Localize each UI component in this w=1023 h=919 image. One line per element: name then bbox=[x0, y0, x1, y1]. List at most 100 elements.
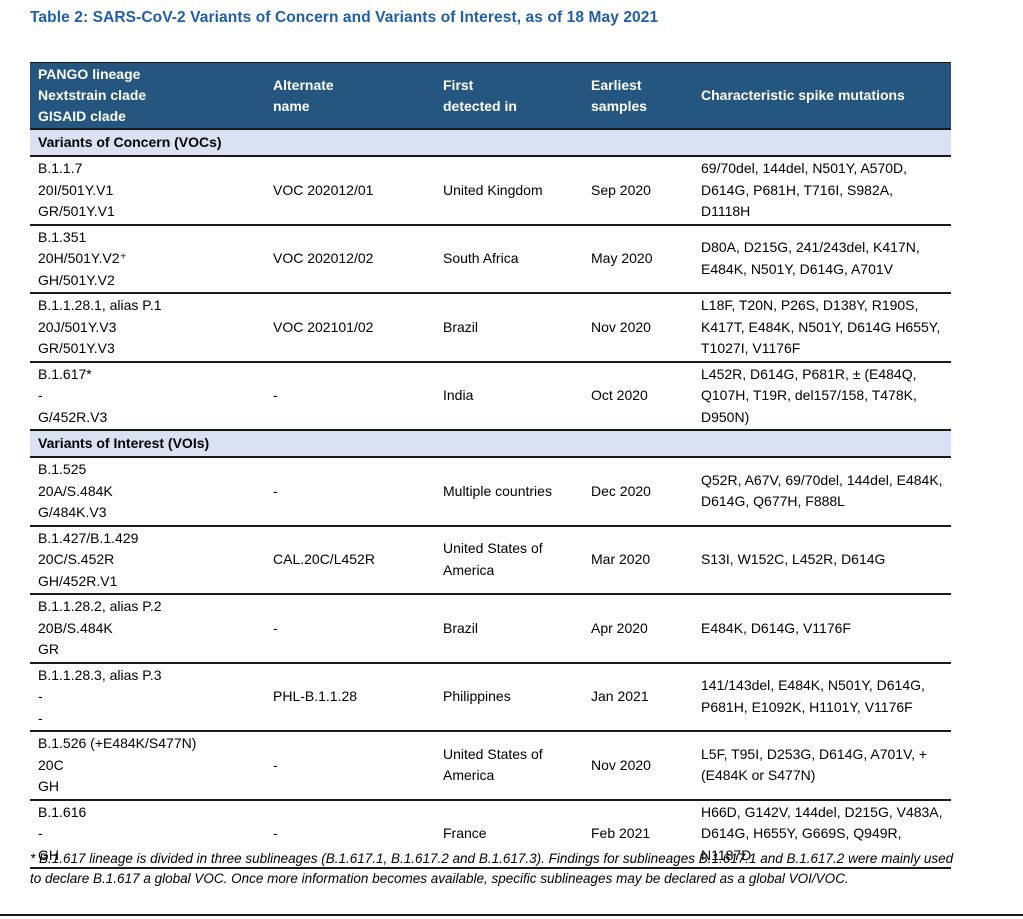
table-row: B.1.1.28.1, alias P.1 20J/501Y.V3 GR/501… bbox=[30, 293, 951, 363]
cell-alternate-name: - bbox=[265, 361, 435, 431]
cell-earliest-samples: Mar 2020 bbox=[583, 525, 693, 595]
table-row: B.1.1.28.2, alias P.2 20B/S.484K GR - Br… bbox=[30, 594, 951, 664]
table-row: B.1.1.28.3, alias P.3 - - PHL-B.1.1.28 P… bbox=[30, 662, 951, 732]
cell-lineage: B.1.1.7 20I/501Y.V1 GR/501Y.V1 bbox=[30, 156, 265, 226]
header-detected-line2: detected in bbox=[443, 97, 517, 114]
cell-spike-mutations: E484K, D614G, V1176F bbox=[693, 594, 951, 664]
column-header-spike-mutations: Characteristic spike mutations bbox=[693, 62, 951, 130]
gisaid-clade: G/484K.V3 bbox=[38, 504, 107, 520]
cell-first-detected: Philippines bbox=[435, 662, 583, 732]
cell-alternate-name: - bbox=[265, 799, 435, 869]
cell-spike-mutations: H66D, G142V, 144del, D215G, V483A, D614G… bbox=[693, 799, 951, 869]
cell-earliest-samples: Dec 2020 bbox=[583, 457, 693, 527]
pango-lineage: B.1.616 bbox=[38, 803, 87, 820]
cell-alternate-name: VOC 202012/01 bbox=[265, 156, 435, 226]
gisaid-clade: GR bbox=[38, 641, 59, 657]
cell-first-detected: United Kingdom bbox=[435, 156, 583, 226]
nextstrain-clade: 20I/501Y.V1 bbox=[38, 181, 114, 198]
cell-spike-mutations: Q52R, A67V, 69/70del, 144del, E484K, D61… bbox=[693, 457, 951, 527]
gisaid-clade: GH/452R.V1 bbox=[38, 572, 118, 589]
cell-spike-mutations: S13I, W152C, L452R, D614G bbox=[693, 525, 951, 595]
cell-first-detected: United States of America bbox=[435, 731, 583, 801]
cell-first-detected: Brazil bbox=[435, 594, 583, 664]
cell-earliest-samples: May 2020 bbox=[583, 224, 693, 294]
cell-spike-mutations: L5F, T95I, D253G, D614G, A701V, + (E484K… bbox=[693, 731, 951, 801]
nextstrain-clade: 20J/501Y.V3 bbox=[38, 318, 117, 335]
header-lineage-line3: GISAID clade bbox=[38, 108, 126, 124]
cell-earliest-samples: Nov 2020 bbox=[583, 293, 693, 363]
gisaid-clade: GH/501Y.V2 bbox=[38, 271, 115, 288]
table-row: B.1.1.7 20I/501Y.V1 GR/501Y.V1 VOC 20201… bbox=[30, 156, 951, 226]
cell-alternate-name: VOC 202012/02 bbox=[265, 224, 435, 294]
column-header-lineage: PANGO lineage Nextstrain clade GISAID cl… bbox=[30, 62, 265, 130]
cell-earliest-samples: Oct 2020 bbox=[583, 361, 693, 431]
cell-lineage: B.1.427/B.1.429 20C/S.452R GH/452R.V1 bbox=[30, 525, 265, 595]
header-earliest-line1: Earliest bbox=[591, 76, 642, 93]
bottom-divider bbox=[0, 914, 1023, 916]
table-row: B.1.351 20H/501Y.V2⁺ GH/501Y.V2 VOC 2020… bbox=[30, 224, 951, 294]
table-row: B.1.427/B.1.429 20C/S.452R GH/452R.V1 CA… bbox=[30, 525, 951, 595]
cell-alternate-name: PHL-B.1.1.28 bbox=[265, 662, 435, 732]
pango-lineage: B.1.1.28.3, alias P.3 bbox=[38, 666, 162, 683]
gisaid-clade: GH bbox=[38, 846, 59, 863]
header-detected-line1: First bbox=[443, 76, 474, 93]
gisaid-clade: GR/501Y.V3 bbox=[38, 340, 115, 356]
cell-alternate-name: - bbox=[265, 457, 435, 527]
cell-earliest-samples: Feb 2021 bbox=[583, 799, 693, 869]
cell-first-detected: India bbox=[435, 361, 583, 431]
variants-table: PANGO lineage Nextstrain clade GISAID cl… bbox=[30, 62, 951, 869]
nextstrain-clade: 20C/S.452R bbox=[38, 551, 115, 567]
pango-lineage: B.1.617* bbox=[38, 365, 92, 382]
header-alternate-line2: name bbox=[273, 97, 310, 114]
footnote: * B.1.617 lineage is divided in three su… bbox=[30, 851, 954, 886]
header-lineage-line2: Nextstrain clade bbox=[38, 87, 147, 103]
table-row: B.1.526 (+E484K/S477N) 20C GH - United S… bbox=[30, 731, 951, 801]
header-alternate-line1: Alternate bbox=[273, 76, 334, 93]
cell-spike-mutations: 69/70del, 144del, N501Y, A570D, D614G, P… bbox=[693, 156, 951, 226]
table-row: B.1.616 - GH - France Feb 2021 H66D, G14… bbox=[30, 799, 951, 869]
cell-lineage: B.1.526 (+E484K/S477N) 20C GH bbox=[30, 731, 265, 801]
cell-first-detected: South Africa bbox=[435, 224, 583, 294]
cell-spike-mutations: D80A, D215G, 241/243del, K417N, E484K, N… bbox=[693, 224, 951, 294]
section-header-vocs: Variants of Concern (VOCs) bbox=[30, 129, 951, 157]
cell-lineage: B.1.1.28.2, alias P.2 20B/S.484K GR bbox=[30, 594, 265, 664]
pango-lineage: B.1.1.28.1, alias P.1 bbox=[38, 297, 162, 313]
table-title: Table 2: SARS-CoV-2 Variants of Concern … bbox=[30, 9, 659, 26]
cell-first-detected: United States of America bbox=[435, 525, 583, 595]
cell-spike-mutations: 141/143del, E484K, N501Y, D614G, P681H, … bbox=[693, 662, 951, 732]
table-row: B.1.525 20A/S.484K G/484K.V3 - Multiple … bbox=[30, 457, 951, 527]
cell-lineage: B.1.525 20A/S.484K G/484K.V3 bbox=[30, 457, 265, 527]
cell-lineage: B.1.616 - GH bbox=[30, 799, 265, 869]
cell-alternate-name: VOC 202101/02 bbox=[265, 293, 435, 363]
gisaid-clade: GH bbox=[38, 778, 59, 794]
gisaid-clade: GR/501Y.V1 bbox=[38, 203, 115, 219]
nextstrain-clade: 20C bbox=[38, 756, 64, 773]
gisaid-clade: - bbox=[38, 709, 43, 726]
cell-earliest-samples: Jan 2021 bbox=[583, 662, 693, 732]
column-header-alternate-name: Alternate name bbox=[265, 62, 435, 130]
nextstrain-clade: - bbox=[38, 688, 43, 704]
cell-first-detected: France bbox=[435, 799, 583, 869]
header-row: PANGO lineage Nextstrain clade GISAID cl… bbox=[30, 62, 951, 130]
cell-alternate-name: CAL.20C/L452R bbox=[265, 525, 435, 595]
pango-lineage: B.1.427/B.1.429 bbox=[38, 529, 139, 546]
cell-lineage: B.1.351 20H/501Y.V2⁺ GH/501Y.V2 bbox=[30, 224, 265, 294]
section-header-vois: Variants of Interest (VOIs) bbox=[30, 430, 951, 458]
nextstrain-clade: 20H/501Y.V2⁺ bbox=[38, 250, 127, 266]
pango-lineage: B.1.351 bbox=[38, 228, 87, 245]
section-row-vois: Variants of Interest (VOIs) bbox=[30, 430, 951, 458]
section-row-vocs: Variants of Concern (VOCs) bbox=[30, 129, 951, 157]
cell-lineage: B.1.617* - G/452R.V3 bbox=[30, 361, 265, 431]
cell-earliest-samples: Apr 2020 bbox=[583, 594, 693, 664]
pango-lineage: B.1.1.7 bbox=[38, 160, 83, 176]
cell-earliest-samples: Nov 2020 bbox=[583, 731, 693, 801]
column-header-earliest-samples: Earliest samples bbox=[583, 62, 693, 130]
cell-lineage: B.1.1.28.1, alias P.1 20J/501Y.V3 GR/501… bbox=[30, 293, 265, 363]
pango-lineage: B.1.1.28.2, alias P.2 bbox=[38, 598, 162, 614]
cell-spike-mutations: L452R, D614G, P681R, ± (E484Q, Q107H, T1… bbox=[693, 361, 951, 431]
nextstrain-clade: 20B/S.484K bbox=[38, 619, 113, 636]
cell-lineage: B.1.1.28.3, alias P.3 - - bbox=[30, 662, 265, 732]
header-earliest-line2: samples bbox=[591, 97, 648, 114]
table-row: B.1.617* - G/452R.V3 - India Oct 2020 L4… bbox=[30, 361, 951, 431]
